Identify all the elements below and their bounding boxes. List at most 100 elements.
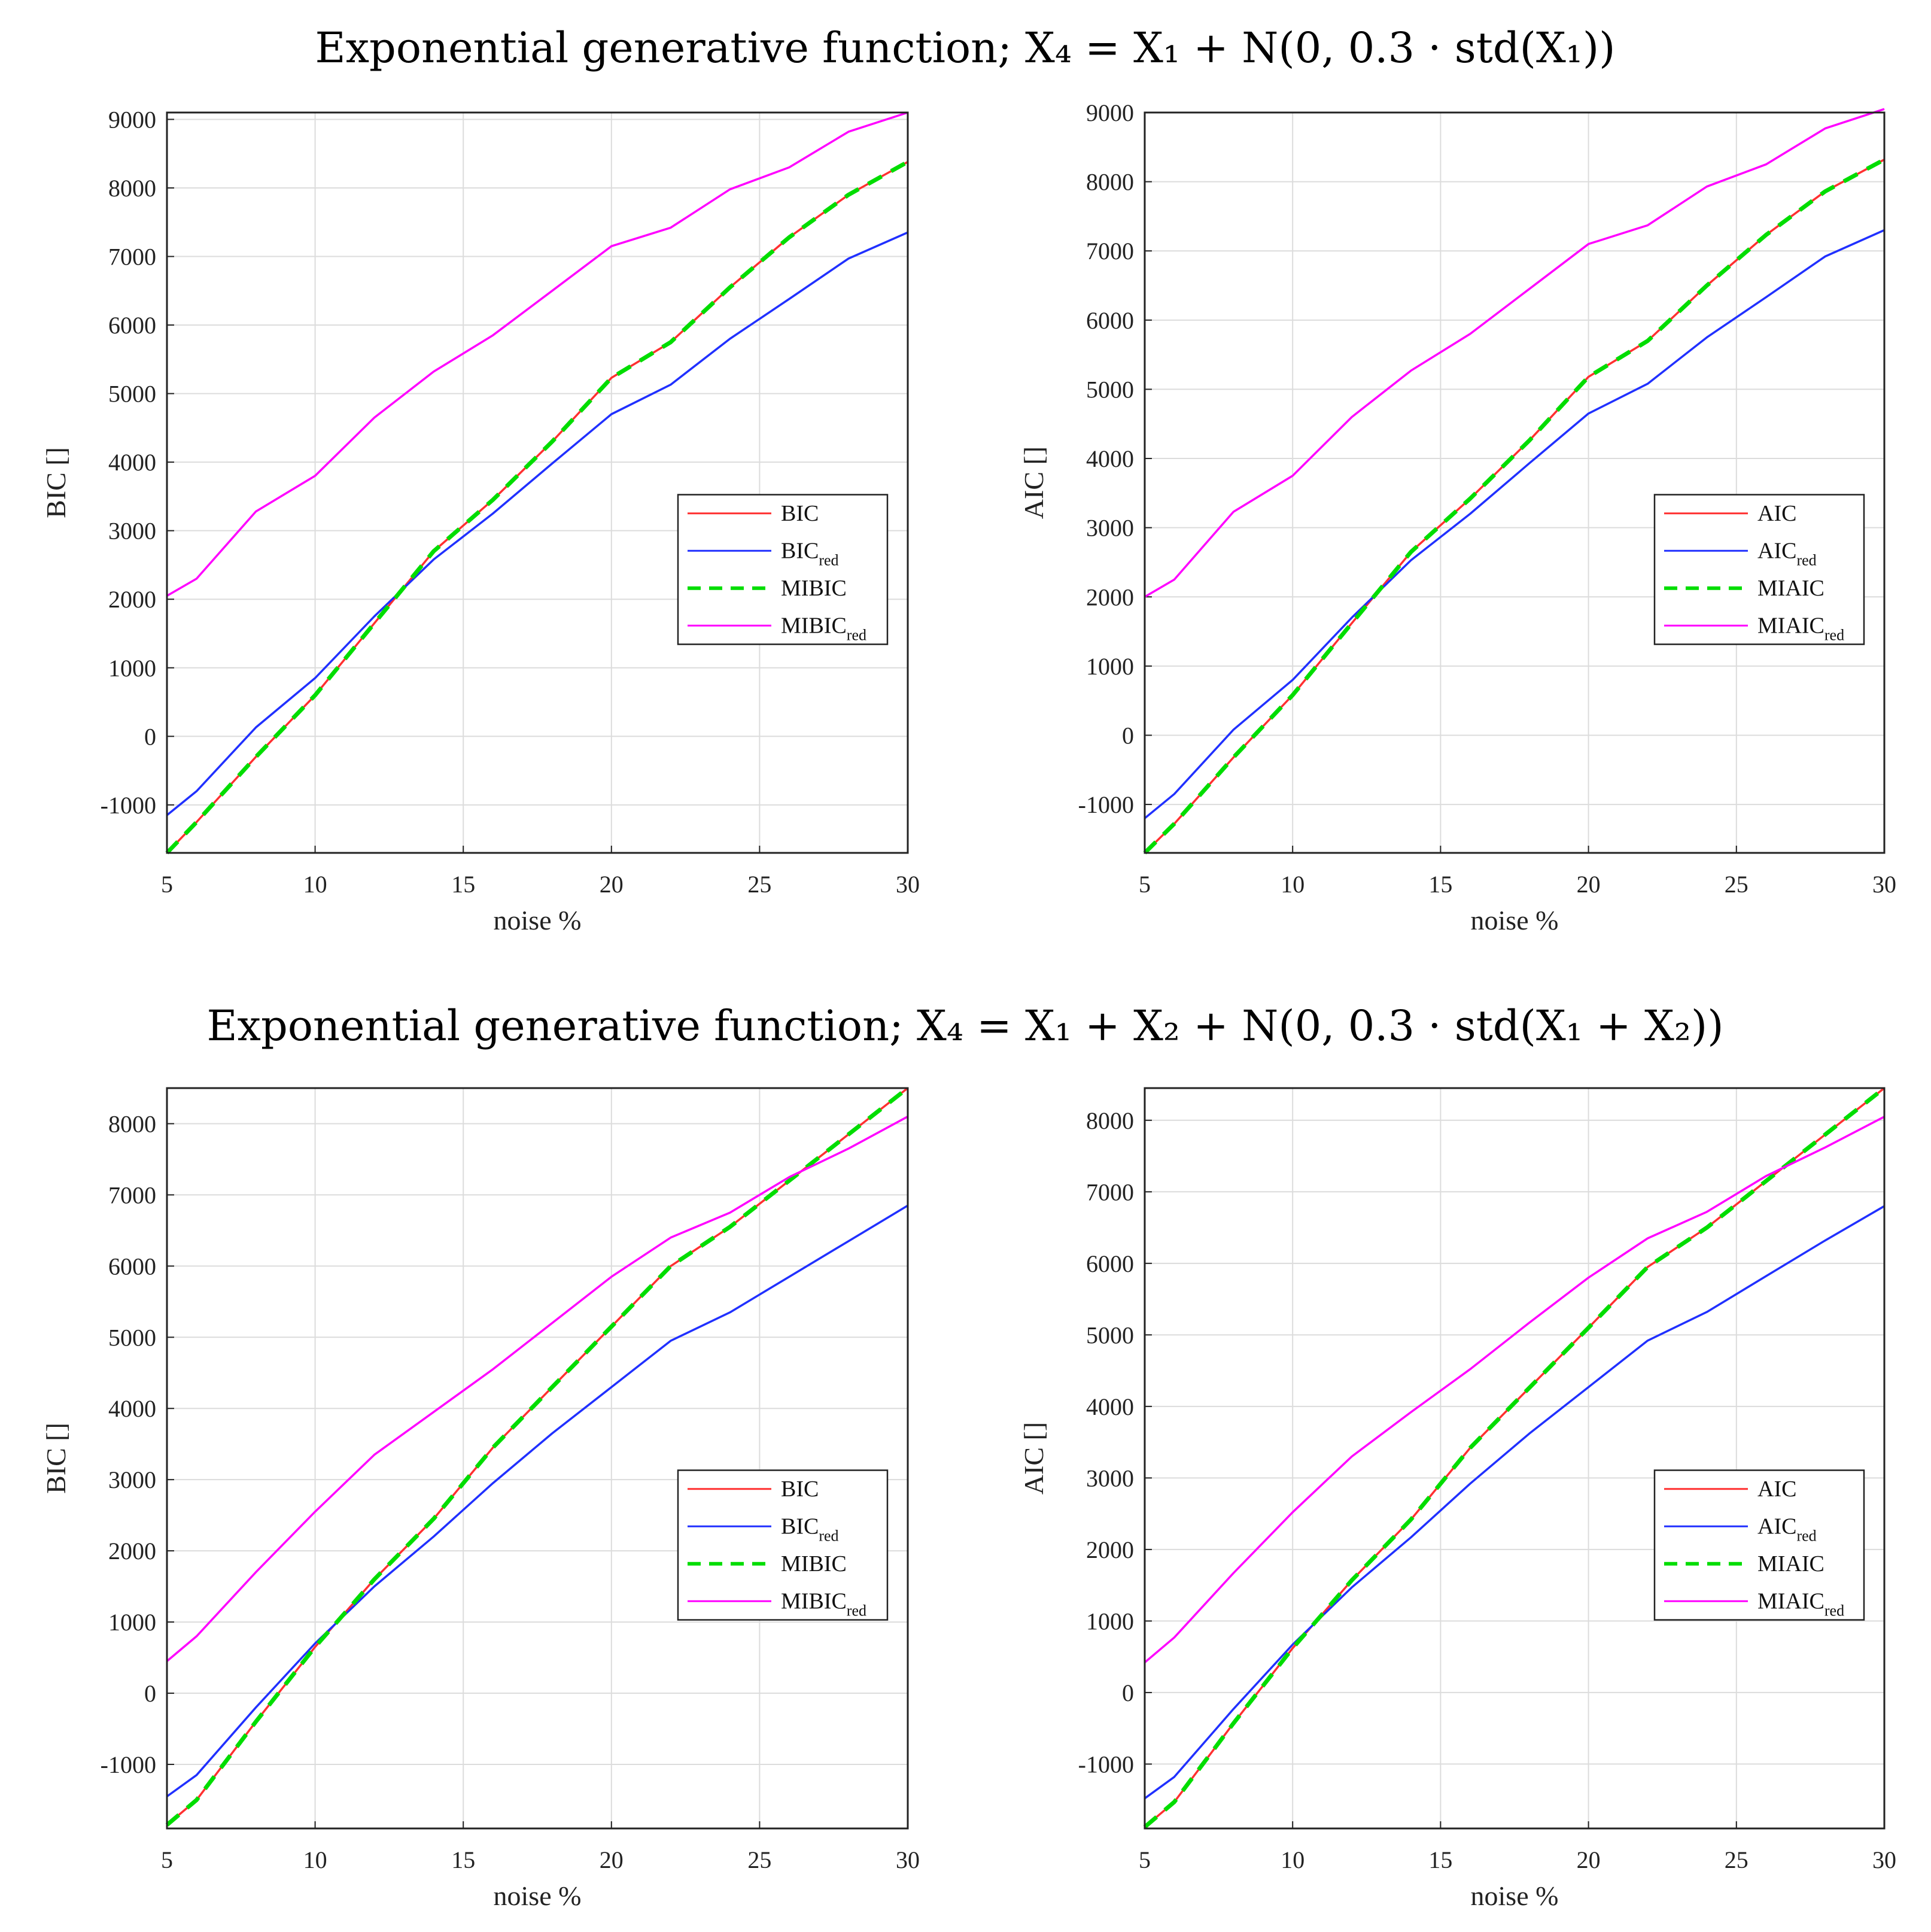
y-tick-label: 0 bbox=[1122, 722, 1134, 749]
x-axis-label: noise % bbox=[494, 905, 582, 935]
y-tick-label: 1000 bbox=[1086, 653, 1134, 680]
series-line-bic-red bbox=[166, 1204, 908, 1797]
y-tick-label: 6000 bbox=[1086, 307, 1134, 334]
legend-label-subscript: red bbox=[847, 1602, 866, 1619]
chart-panel-2: 5 10 15 20 25 30 -1000 0 1000 2000 3000 4000 5000 600… bbox=[41, 1086, 920, 1911]
plot-area bbox=[167, 113, 908, 853]
series-line-miaic-red bbox=[1144, 1116, 1885, 1664]
x-tick-label: 10 bbox=[303, 871, 327, 898]
legend-label: BIC bbox=[781, 501, 819, 526]
legend-box bbox=[1653, 494, 1865, 645]
y-tick-label: 5000 bbox=[108, 381, 156, 408]
y-tick-label: 8000 bbox=[108, 1110, 156, 1137]
x-tick-label: 15 bbox=[1428, 871, 1452, 898]
legend-label-main: BIC bbox=[781, 1514, 819, 1539]
x-tick-label: 5 bbox=[161, 1846, 173, 1873]
y-tick-label: 6000 bbox=[1086, 1250, 1134, 1277]
x-tick-label: 25 bbox=[1725, 871, 1748, 898]
series-line-miaic-red bbox=[1144, 108, 1885, 598]
y-tick-label: 9000 bbox=[1086, 99, 1134, 126]
plot-frame bbox=[166, 1087, 909, 1830]
chart-panels: 5 10 15 20 25 30 -1000 0 1000 2000 3000 4000 5000 600… bbox=[41, 99, 1896, 1911]
legend-label-main: BIC bbox=[781, 538, 819, 563]
y-tick-label: 4000 bbox=[1086, 1393, 1134, 1420]
y-tick-label: 2000 bbox=[1086, 584, 1134, 610]
section-title-top: Exponential generative function; X₄ = X₁… bbox=[315, 23, 1615, 72]
legend-label-main: BIC bbox=[781, 1477, 819, 1502]
x-tick-label: 20 bbox=[600, 1846, 624, 1873]
legend-label: MIBICred bbox=[781, 613, 866, 643]
y-tick-label: 3000 bbox=[108, 1466, 156, 1493]
y-axis-label: BIC [] bbox=[41, 1423, 71, 1494]
chart-panel-1: 5 10 15 20 25 30 -1000 0 1000 2000 3000 4000 5000 600… bbox=[1018, 99, 1896, 935]
legend-label-subscript: red bbox=[819, 551, 838, 569]
y-tick-label: 7000 bbox=[1086, 1178, 1134, 1205]
x-tick-label: 10 bbox=[1281, 871, 1304, 898]
legend-label-main: MIBIC bbox=[781, 1551, 847, 1576]
legend-label-subscript: red bbox=[819, 1527, 838, 1544]
x-tick-label: 25 bbox=[747, 871, 771, 898]
legend-label-subscript: red bbox=[1824, 1602, 1844, 1619]
y-tick-label: 7000 bbox=[108, 244, 156, 271]
y-tick-label: 8000 bbox=[1086, 1107, 1134, 1134]
y-tick-label: 1000 bbox=[1086, 1608, 1134, 1635]
legend-label-main: AIC bbox=[1757, 538, 1796, 563]
y-tick-label: -1000 bbox=[1078, 791, 1134, 818]
legend-label-subscript: red bbox=[1824, 626, 1844, 643]
series-line-mibic bbox=[165, 1086, 910, 1827]
plot-area bbox=[1145, 113, 1884, 853]
y-tick-label: 1000 bbox=[108, 655, 156, 682]
y-tick-label: 8000 bbox=[108, 175, 156, 202]
legend-box bbox=[677, 494, 889, 645]
y-tick-label: -1000 bbox=[101, 1751, 156, 1778]
y-tick-label: 8000 bbox=[1086, 169, 1134, 196]
y-tick-label: 6000 bbox=[108, 312, 156, 339]
y-tick-label: 4000 bbox=[108, 449, 156, 476]
plot-area bbox=[167, 1088, 908, 1828]
legend-label: BICred bbox=[781, 538, 839, 569]
legend-label: BICred bbox=[781, 1514, 839, 1544]
y-tick-label: 5000 bbox=[1086, 376, 1134, 403]
legend-label: AICred bbox=[1757, 538, 1817, 569]
y-tick-label: 3000 bbox=[1086, 1465, 1134, 1491]
legend-label-main: AIC bbox=[1757, 1514, 1796, 1539]
x-tick-label: 5 bbox=[161, 871, 173, 898]
y-tick-label: 7000 bbox=[1086, 238, 1134, 265]
series-line-mibic bbox=[165, 160, 909, 855]
plot-frame bbox=[1144, 111, 1886, 854]
chart-panel-0: 5 10 15 20 25 30 -1000 0 1000 2000 3000 4000 5000 600… bbox=[41, 106, 920, 935]
y-tick-label: -1000 bbox=[1078, 1751, 1134, 1778]
legend-label: MIAICred bbox=[1757, 613, 1844, 643]
y-axis-label: AIC [] bbox=[1018, 446, 1049, 519]
legend-label: AIC bbox=[1757, 1477, 1796, 1502]
y-tick-label: 2000 bbox=[108, 1538, 156, 1565]
x-tick-label: 30 bbox=[1872, 1846, 1896, 1873]
legend-label: MIBIC bbox=[781, 1551, 847, 1576]
x-tick-label: 5 bbox=[1139, 871, 1151, 898]
x-axis-label: noise % bbox=[494, 1881, 582, 1911]
series-line-miaic bbox=[1143, 157, 1886, 855]
x-tick-label: 30 bbox=[896, 1846, 920, 1873]
plot-frame bbox=[1144, 1087, 1886, 1830]
legend-box bbox=[1653, 1469, 1865, 1621]
series-line-aic-red bbox=[1144, 1205, 1885, 1800]
y-axis-label: AIC [] bbox=[1018, 1422, 1049, 1494]
series-line-aic bbox=[1144, 1087, 1886, 1828]
legend-label-main: MIAIC bbox=[1757, 1588, 1824, 1614]
legend-label-main: MIAIC bbox=[1757, 576, 1824, 601]
legend-label-main: MIBIC bbox=[781, 576, 847, 601]
x-tick-label: 25 bbox=[747, 1846, 771, 1873]
legend-label: BIC bbox=[781, 1477, 819, 1502]
x-tick-label: 15 bbox=[451, 871, 475, 898]
legend-label: AICred bbox=[1757, 1514, 1817, 1544]
plot-frame bbox=[166, 111, 909, 854]
y-tick-label: 2000 bbox=[1086, 1536, 1134, 1563]
legend-label-main: MIAIC bbox=[1757, 613, 1824, 638]
legend-label: MIBICred bbox=[781, 1588, 866, 1619]
y-tick-label: 1000 bbox=[108, 1609, 156, 1636]
x-tick-label: 20 bbox=[1577, 871, 1601, 898]
